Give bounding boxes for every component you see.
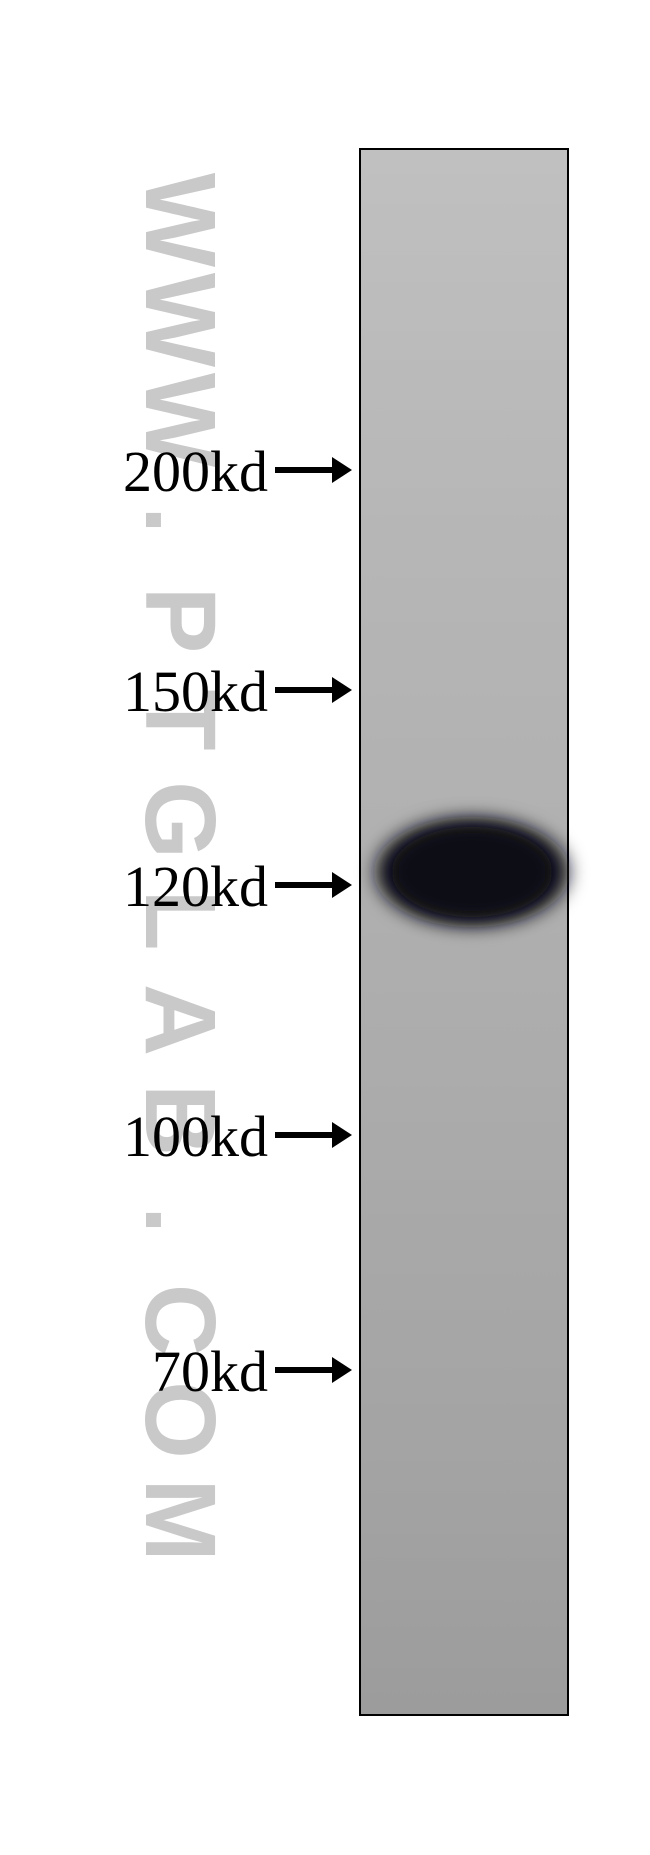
marker-label: 70kd (152, 1338, 268, 1405)
marker-arrow-icon (275, 453, 352, 487)
marker-arrow-icon (275, 1118, 352, 1152)
gel-lane (359, 148, 569, 1716)
blot-canvas: WWW.PTGLAB.COM 200kd150kd120kd100kd70kd (0, 0, 650, 1855)
marker-arrow-icon (275, 868, 352, 902)
marker-label: 150kd (123, 658, 268, 725)
marker-label: 100kd (123, 1103, 268, 1170)
watermark-char: M (130, 1460, 230, 1580)
marker-label: 120kd (123, 853, 268, 920)
marker-arrow-icon (275, 1353, 352, 1387)
protein-band (361, 150, 571, 1718)
marker-label: 200kd (123, 438, 268, 505)
marker-arrow-icon (275, 673, 352, 707)
